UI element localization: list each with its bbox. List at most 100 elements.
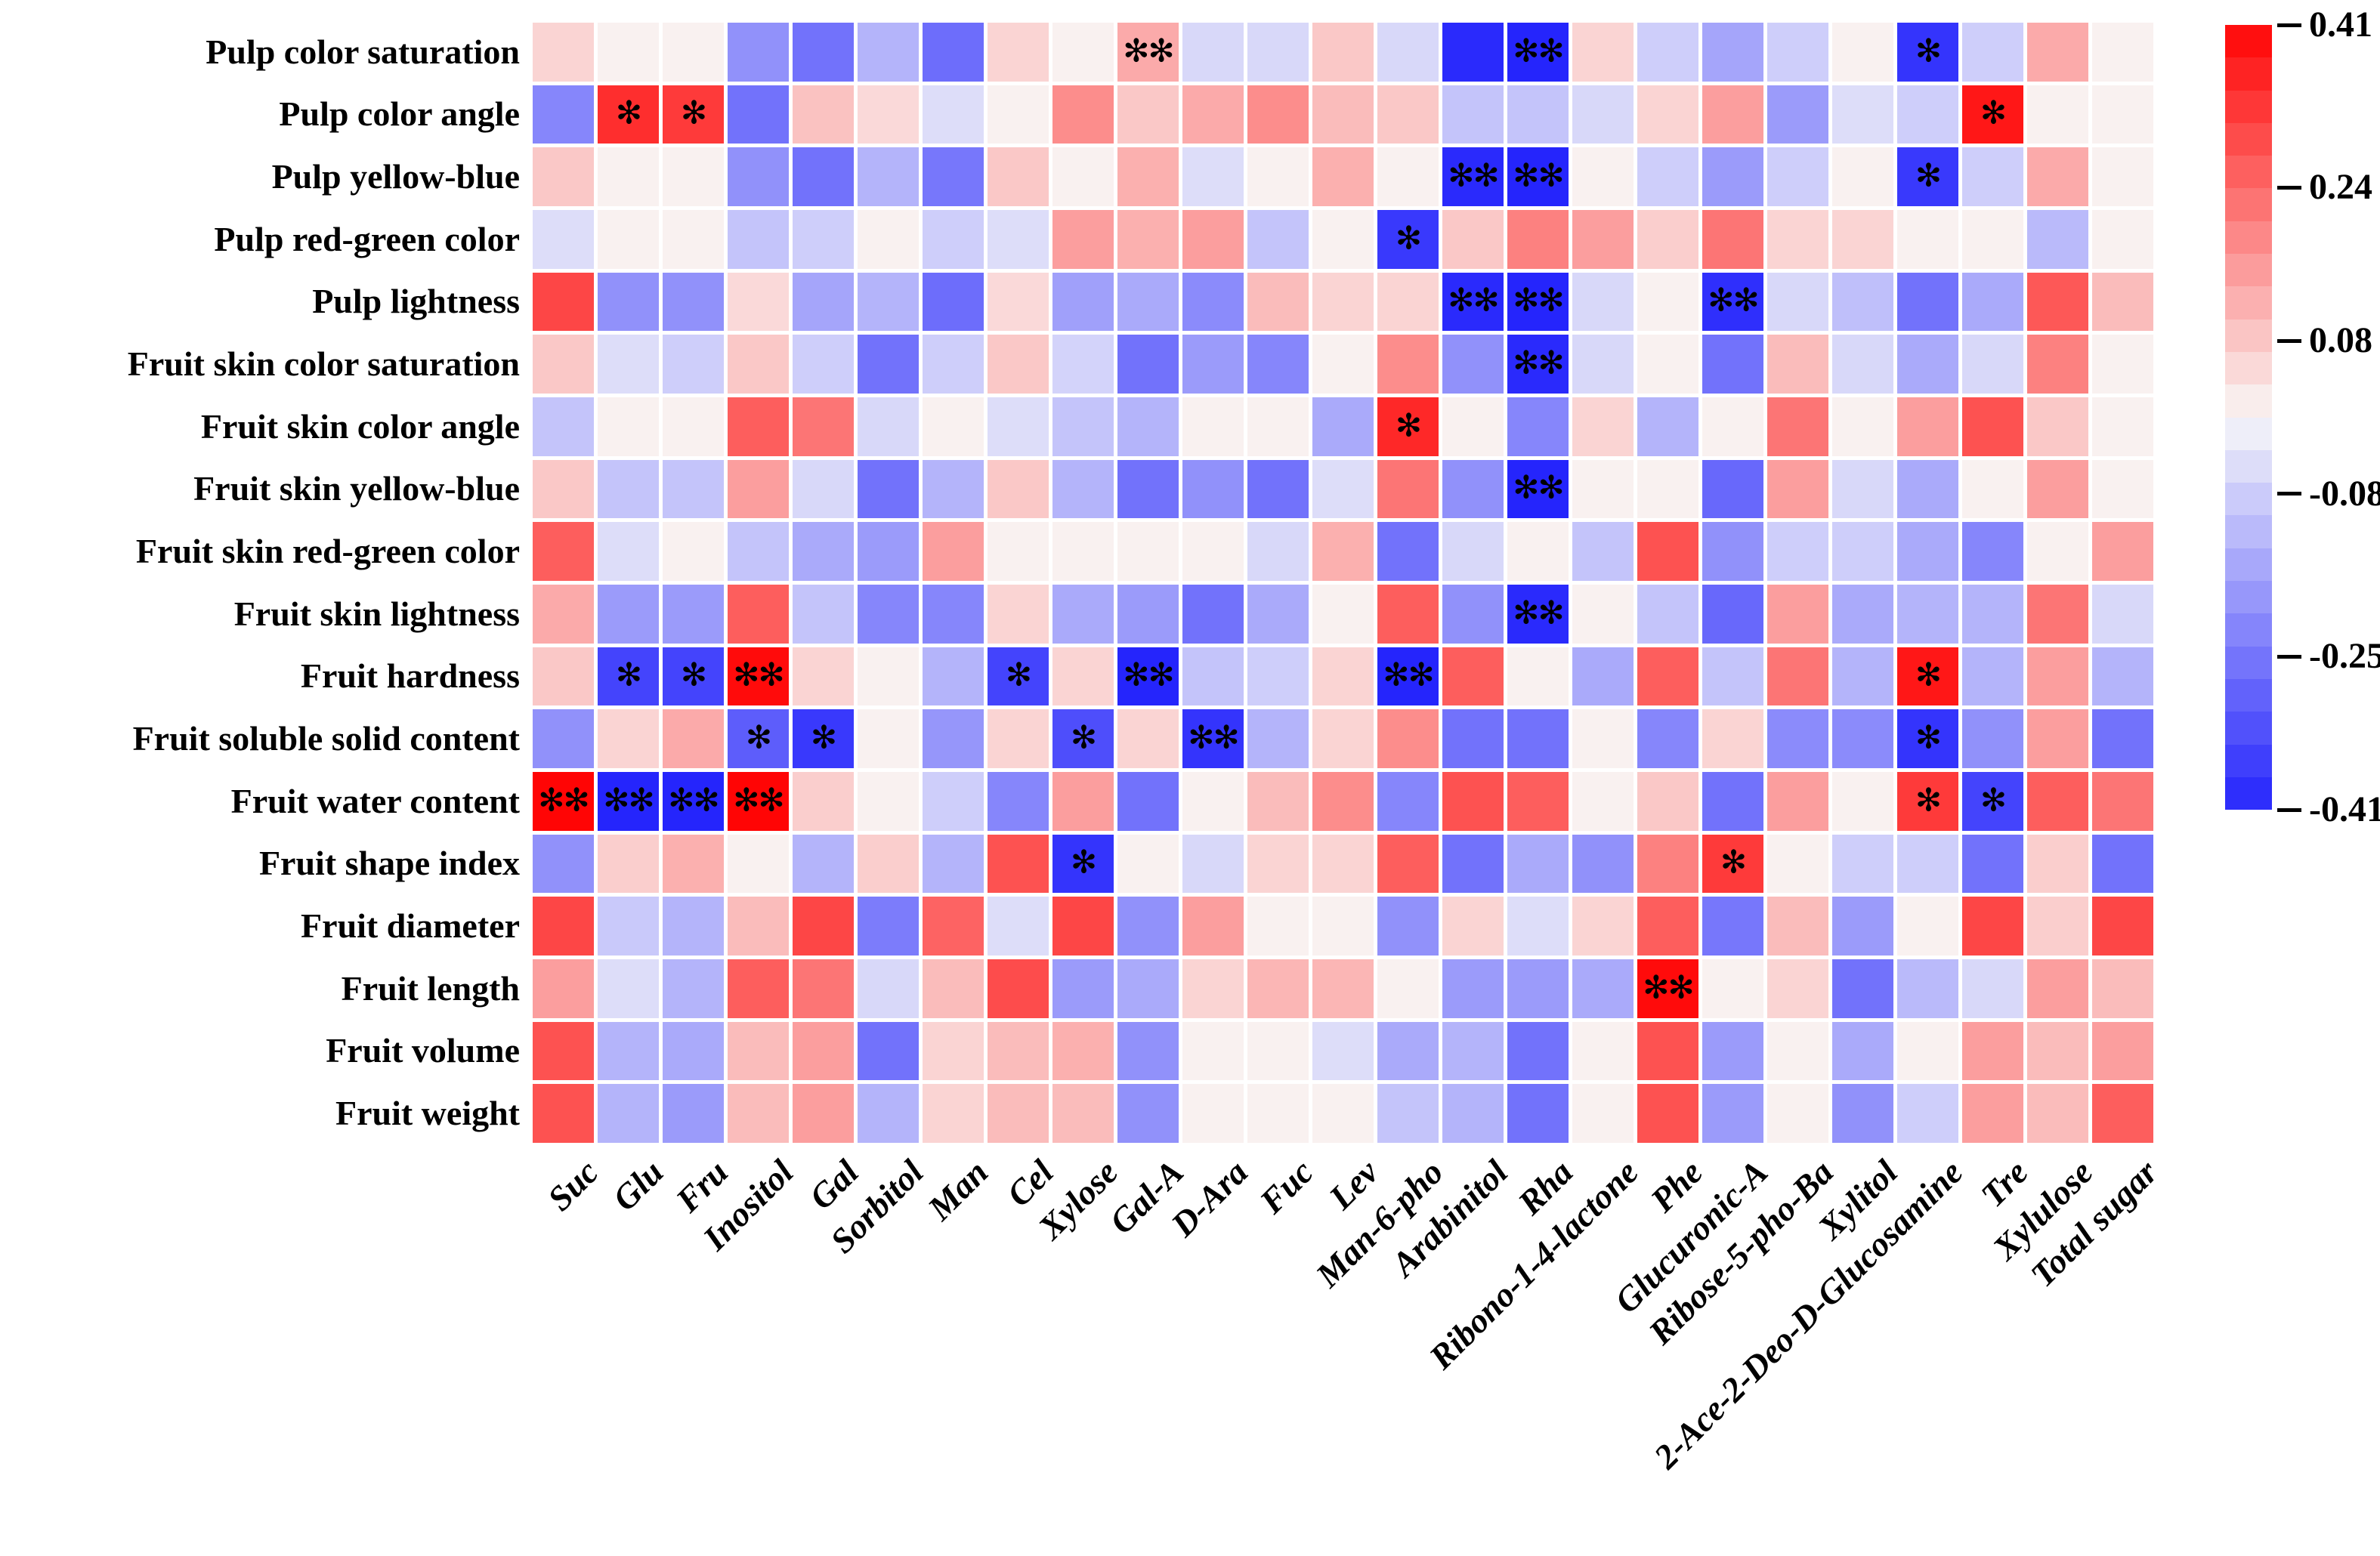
heatmap-cell xyxy=(663,209,724,269)
heatmap-cell xyxy=(1182,335,1244,394)
heatmap-cell xyxy=(2027,584,2088,644)
heatmap-cell xyxy=(858,1084,919,1143)
heatmap-cell xyxy=(2092,1021,2153,1081)
heatmap-cell xyxy=(1832,647,1893,706)
row-label: Fruit water content xyxy=(230,781,520,820)
heatmap-cell xyxy=(1377,147,1439,206)
significance-marker: ✻ xyxy=(1395,406,1422,444)
column-label: Fru xyxy=(668,1152,736,1220)
heatmap-cell xyxy=(1962,1021,2023,1081)
colorbar-tick-label: -0.25 xyxy=(2309,636,2380,677)
heatmap-cell xyxy=(1702,209,1763,269)
heatmap-cell xyxy=(1637,85,1698,144)
heatmap-cell xyxy=(1962,522,2023,581)
colorbar xyxy=(2225,25,2272,810)
heatmap-cell xyxy=(1832,959,1893,1018)
heatmap-cell xyxy=(1767,85,1828,144)
heatmap-cell xyxy=(2092,1084,2153,1143)
heatmap-cell xyxy=(1247,23,1309,82)
heatmap-cell xyxy=(1312,647,1374,706)
heatmap-cell xyxy=(1377,771,1439,831)
heatmap-cell xyxy=(988,272,1049,332)
colorbar-segment xyxy=(2225,25,2272,58)
heatmap-cell xyxy=(1832,85,1893,144)
heatmap-cell xyxy=(1767,335,1828,394)
significance-marker: ✻ xyxy=(1915,32,1942,69)
column-label: D-Ara xyxy=(1164,1152,1256,1244)
significance-marker: ✻✻ xyxy=(733,781,784,819)
heatmap-cell: ✻ xyxy=(793,709,854,768)
heatmap-cell: ✻ xyxy=(663,85,724,144)
heatmap-cell xyxy=(1767,522,1828,581)
heatmap-cell xyxy=(1182,459,1244,519)
column-label: Cel xyxy=(999,1152,1061,1215)
heatmap-cell xyxy=(1767,959,1828,1018)
y-axis-row-labels: Pulp color saturation Pulp color angle Pul… xyxy=(0,23,520,1143)
heatmap-cell xyxy=(1507,647,1569,706)
heatmap-cell xyxy=(1572,647,1634,706)
heatmap-cell xyxy=(1247,147,1309,206)
colorbar-tick-label: 0.24 xyxy=(2309,167,2372,208)
heatmap-cell xyxy=(1962,335,2023,394)
heatmap-cell xyxy=(1442,522,1504,581)
heatmap-cell xyxy=(1052,1084,1114,1143)
heatmap-cell xyxy=(1312,1021,1374,1081)
significance-marker: ✻ xyxy=(1980,781,2007,819)
heatmap-cell xyxy=(1377,897,1439,956)
heatmap-cell xyxy=(2027,771,2088,831)
significance-marker: ✻ xyxy=(1070,843,1097,881)
heatmap-cell xyxy=(1052,584,1114,644)
heatmap-cell xyxy=(1832,335,1893,394)
heatmap-cell xyxy=(1377,584,1439,644)
colorbar-segment xyxy=(2225,90,2272,123)
heatmap-cell xyxy=(1637,335,1698,394)
heatmap-cell: ✻ xyxy=(663,647,724,706)
heatmap-cell xyxy=(1312,397,1374,456)
heatmap-cell xyxy=(1832,1084,1893,1143)
heatmap-cell xyxy=(1052,85,1114,144)
heatmap-cell xyxy=(1572,272,1634,332)
heatmap-cell xyxy=(1897,335,1958,394)
heatmap-cell xyxy=(793,85,854,144)
heatmap-cell xyxy=(1052,272,1114,332)
heatmap-cell xyxy=(1897,1021,1958,1081)
heatmap-cell xyxy=(1897,522,1958,581)
heatmap-cell xyxy=(1572,209,1634,269)
heatmap-cell xyxy=(2092,85,2153,144)
heatmap-cell xyxy=(1507,834,1569,894)
heatmap-cell xyxy=(858,85,919,144)
heatmap-cell xyxy=(923,771,984,831)
heatmap-cell xyxy=(2027,85,2088,144)
heatmap-cell xyxy=(1832,897,1893,956)
heatmap-cell xyxy=(1377,522,1439,581)
heatmap-cell xyxy=(1377,709,1439,768)
heatmap-cell xyxy=(1377,335,1439,394)
heatmap-cell xyxy=(1182,23,1244,82)
heatmap-cell: ✻ xyxy=(728,709,789,768)
heatmap-cell xyxy=(1572,397,1634,456)
heatmap-cell xyxy=(1052,335,1114,394)
colorbar-tick xyxy=(2277,807,2301,812)
heatmap-cell xyxy=(1702,959,1763,1018)
heatmap-cell xyxy=(1182,584,1244,644)
heatmap-cell: ✻ xyxy=(1897,147,1958,206)
row-label: Fruit weight xyxy=(335,1094,520,1133)
colorbar-tick xyxy=(2277,338,2301,343)
heatmap-cell xyxy=(2092,897,2153,956)
colorbar-segment xyxy=(2225,744,2272,777)
heatmap-cell xyxy=(1182,397,1244,456)
heatmap-cell xyxy=(988,459,1049,519)
heatmap-cell xyxy=(1637,1084,1698,1143)
heatmap-cell xyxy=(1442,1084,1504,1143)
heatmap-cell xyxy=(1182,897,1244,956)
row-label: Fruit skin red-green color xyxy=(135,532,520,571)
heatmap-cell xyxy=(533,23,594,82)
column-label: Man xyxy=(920,1152,996,1228)
column-label: Tre xyxy=(1973,1152,2035,1215)
heatmap-cell: ✻✻ xyxy=(1507,272,1569,332)
heatmap-cell xyxy=(1572,85,1634,144)
heatmap-cell xyxy=(663,147,724,206)
significance-marker: ✻ xyxy=(615,656,642,693)
heatmap-cell xyxy=(1442,959,1504,1018)
